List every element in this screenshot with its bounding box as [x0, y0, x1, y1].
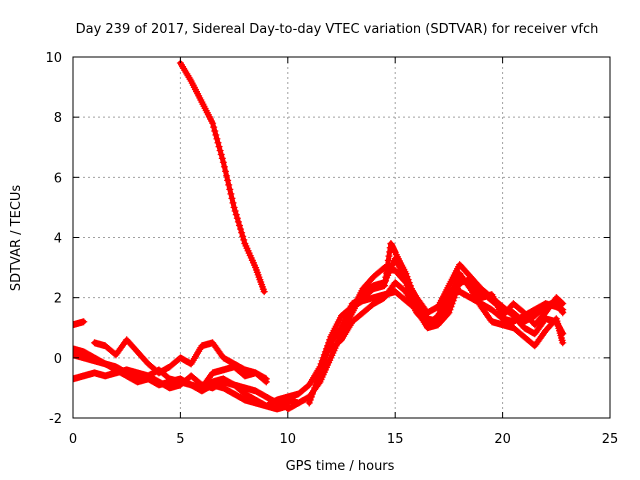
series-track-5: [90, 336, 270, 386]
data-points: [73, 59, 567, 413]
y-axis-label: SDTVAR / TECUs: [9, 185, 24, 292]
y-tick-label: 8: [54, 111, 62, 126]
series-track-12: [348, 264, 567, 332]
y-tick-label: 6: [54, 171, 62, 186]
x-tick-label: 25: [602, 432, 619, 447]
x-tick-label: 15: [387, 432, 404, 447]
x-tick-label: 20: [494, 432, 511, 447]
series-track-1: [73, 318, 88, 329]
plus-markers: [90, 336, 270, 386]
x-tick-label: 0: [69, 432, 77, 447]
plus-markers: [348, 264, 567, 332]
y-tick-label: 10: [45, 51, 62, 66]
series-track-7: [176, 59, 268, 296]
plus-markers: [73, 351, 292, 413]
y-tick-label: 0: [54, 352, 62, 367]
y-tick-label: 2: [54, 292, 62, 307]
grid-lines: [73, 57, 610, 418]
axis-ticks: 0 5 10 15 20 25 -2 0 2 4 6 8 10: [45, 51, 618, 447]
series-track-6: [198, 363, 270, 392]
plus-markers: [176, 59, 268, 296]
x-tick-label: 5: [176, 432, 184, 447]
series-track-4: [73, 351, 292, 413]
x-axis-label: GPS time / hours: [286, 459, 395, 474]
y-tick-label: -2: [49, 412, 62, 427]
y-tick-label: 4: [54, 232, 62, 247]
plus-markers: [198, 363, 270, 392]
chart-title: Day 239 of 2017, Sidereal Day-to-day VTE…: [76, 22, 599, 37]
plus-markers: [327, 279, 567, 353]
plus-markers: [73, 318, 88, 329]
x-tick-label: 10: [280, 432, 297, 447]
